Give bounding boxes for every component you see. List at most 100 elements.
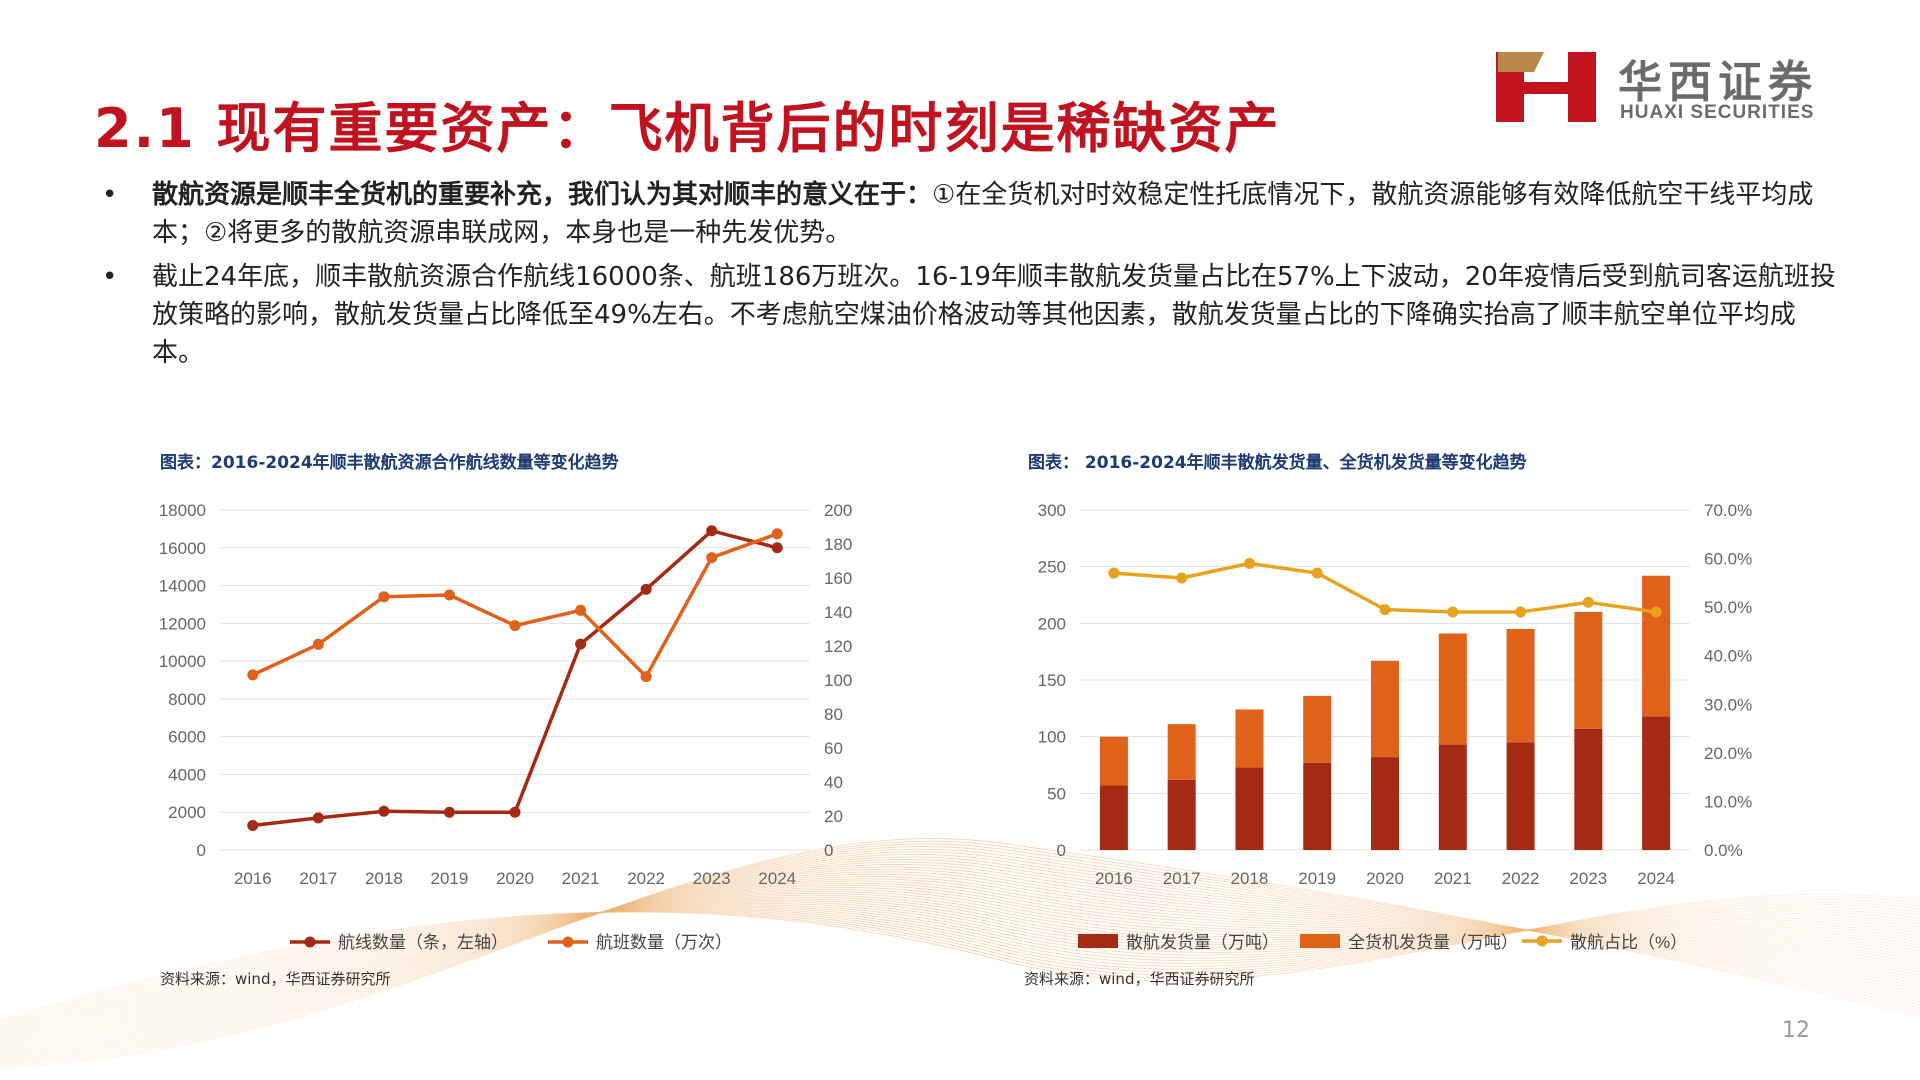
wave-line <box>0 840 1920 1067</box>
share-data-point <box>1379 604 1391 616</box>
wave-line <box>0 905 1920 1027</box>
legend-label: 散航占比（%） <box>1570 933 1687 952</box>
x-tick-label: 2018 <box>1231 869 1269 888</box>
share-data-point <box>1311 567 1323 579</box>
bullet-item-2: • 截止24年底，顺丰散航资源合作航线16000条、航班186万班次。16-19… <box>100 258 1840 372</box>
x-tick-label: 2020 <box>496 869 534 888</box>
share-data-point <box>1447 606 1459 618</box>
bar-segment-1 <box>1099 785 1128 850</box>
y-right-tick-label: 40.0% <box>1704 647 1752 666</box>
share-data-point <box>1176 572 1188 584</box>
x-tick-label: 2016 <box>1095 869 1133 888</box>
wave-line <box>0 901 1920 1034</box>
wave-line <box>0 853 1920 1061</box>
bar-segment-1 <box>1371 757 1399 850</box>
wave-line <box>0 846 1920 1064</box>
wave-line <box>0 889 1920 1043</box>
y-right-tick-label: 160 <box>824 569 852 588</box>
wave-line <box>0 898 1920 1023</box>
y-left-tick-label: 4000 <box>168 765 206 784</box>
y-left-tick-label: 10000 <box>159 652 206 671</box>
wave-line <box>0 899 1920 1035</box>
share-data-point <box>1650 606 1662 618</box>
wave-line <box>0 878 1920 1049</box>
y-right-tick-label: 50.0% <box>1704 598 1752 617</box>
bar-segment-2 <box>1099 736 1128 786</box>
page-number: 12 <box>1782 1018 1810 1043</box>
y-right-tick-label: 0.0% <box>1704 841 1743 860</box>
wave-line <box>0 868 1920 1053</box>
data-point <box>771 528 783 540</box>
y-left-tick-label: 18000 <box>159 501 206 520</box>
left-line-chart: 0200040006000800010000120001400016000180… <box>159 501 853 952</box>
y-right-tick-label: 30.0% <box>1704 695 1752 714</box>
y-left-tick-label: 300 <box>1038 501 1066 520</box>
wave-line <box>0 843 1920 1065</box>
x-tick-label: 2022 <box>627 869 665 888</box>
bar-segment-2 <box>1438 633 1467 745</box>
wave-line <box>0 907 1920 1028</box>
wave-line <box>0 886 1920 1044</box>
x-tick-label: 2018 <box>365 869 403 888</box>
legend-swatch-bar <box>1300 934 1340 948</box>
bar-segment-1 <box>1574 728 1603 850</box>
bar-segment-1 <box>1303 762 1332 850</box>
legend-swatch-marker <box>304 936 316 948</box>
data-point <box>509 806 521 818</box>
wave-line <box>0 838 1920 1068</box>
legend-label: 航线数量（条，左轴） <box>338 933 508 952</box>
wave-line <box>0 898 1920 1037</box>
share-data-point <box>1515 606 1527 618</box>
data-point <box>443 589 455 601</box>
wave-line <box>0 896 1920 1022</box>
wave-line <box>0 856 1920 1059</box>
bar-segment-2 <box>1235 709 1264 768</box>
y-left-tick-label: 0 <box>197 841 206 860</box>
series-line-2 <box>252 532 778 680</box>
left-chart-title: 图表：2016-2024年顺丰散航资源合作航线数量等变化趋势 <box>160 453 619 473</box>
data-point <box>771 542 783 554</box>
right-chart-source: 资料来源：wind，华西证券研究所 <box>1024 970 1255 988</box>
bar-segment-2 <box>1371 660 1399 758</box>
bar-segment-1 <box>1167 779 1196 850</box>
wave-line <box>0 906 1920 1029</box>
wave-line <box>0 891 1920 1041</box>
bullet-1-text: ①在全货机对时效稳定性托底情况下，散航资源能够有效降低航空干线平均成本；②将更多… <box>152 180 1814 248</box>
x-tick-label: 2024 <box>758 869 796 888</box>
data-point <box>247 669 259 681</box>
wave-line <box>0 866 1920 1055</box>
share-data-point <box>1243 557 1255 569</box>
bar-segment-2 <box>1167 724 1196 780</box>
y-right-tick-label: 0 <box>824 841 833 860</box>
huaxi-logo-mark-icon <box>1496 52 1596 122</box>
y-right-tick-label: 20.0% <box>1704 744 1752 763</box>
y-left-tick-label: 150 <box>1038 671 1066 690</box>
x-tick-label: 2019 <box>431 869 469 888</box>
data-point <box>640 671 652 683</box>
page-title: 2.1 现有重要资产：飞机背后的时刻是稀缺资产 <box>94 97 1281 160</box>
data-point <box>312 638 324 650</box>
data-point <box>575 604 587 616</box>
legend-swatch-marker <box>562 936 574 948</box>
y-left-tick-label: 250 <box>1038 558 1066 577</box>
legend-swatch-marker <box>1536 935 1548 947</box>
y-right-tick-label: 140 <box>824 603 852 622</box>
y-right-tick-label: 100 <box>824 671 852 690</box>
y-left-tick-label: 12000 <box>159 614 206 633</box>
bar-segment-1 <box>1642 716 1671 850</box>
y-right-tick-label: 80 <box>824 705 843 724</box>
wave-line <box>0 905 1920 1031</box>
company-logo: 华西证券 HUAXI SECURITIES <box>1496 48 1876 128</box>
data-point <box>443 806 455 818</box>
x-tick-label: 2022 <box>1502 869 1540 888</box>
wave-line <box>0 894 1920 1039</box>
x-tick-label: 2021 <box>562 869 600 888</box>
bar-segment-2 <box>1642 575 1671 717</box>
x-tick-label: 2021 <box>1434 869 1472 888</box>
bullet-list: • 散航资源是顺丰全货机的重要补充，我们认为其对顺丰的意义在于：①在全货机对时效… <box>100 176 1840 378</box>
y-right-tick-label: 180 <box>824 535 852 554</box>
y-left-tick-label: 16000 <box>159 539 206 558</box>
bar-segment-2 <box>1303 695 1332 763</box>
wave-line <box>0 904 1920 1032</box>
bullet-dot-icon: • <box>102 262 118 292</box>
